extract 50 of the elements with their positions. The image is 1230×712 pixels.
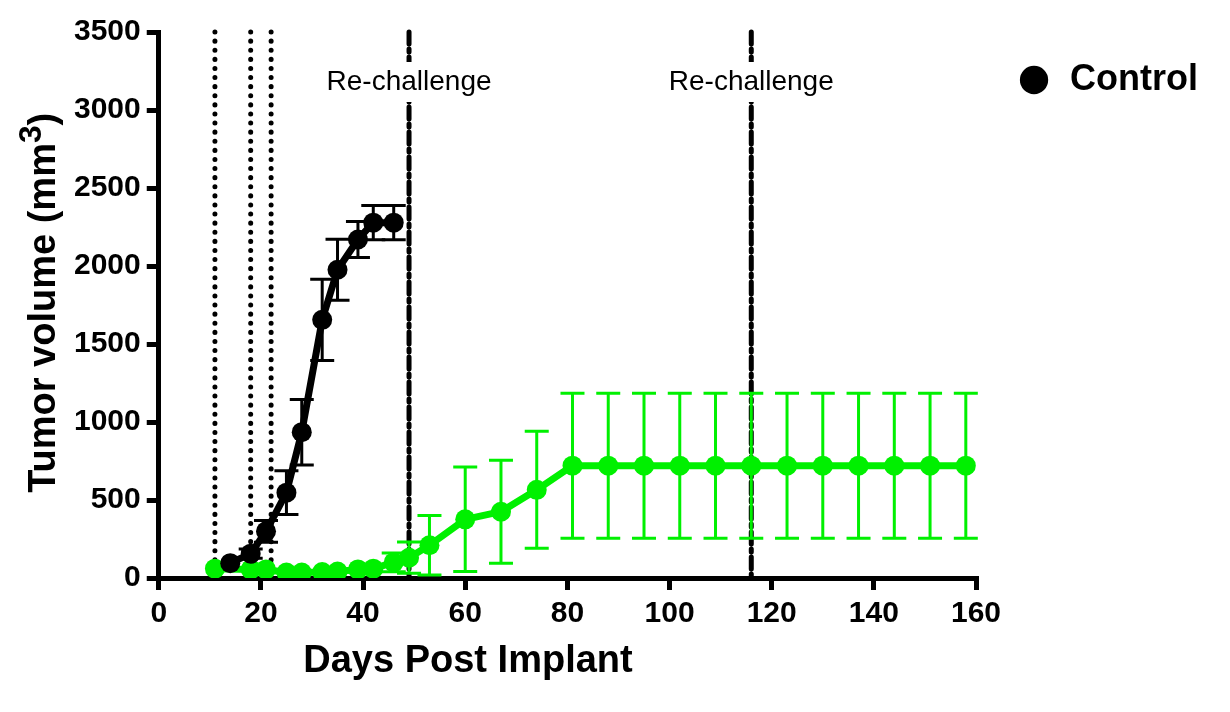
y-tick-label: 0	[124, 559, 141, 593]
point	[240, 543, 261, 564]
point	[634, 455, 655, 476]
y-tick-label: 500	[90, 481, 141, 515]
point	[312, 309, 333, 330]
y-tick-label: 3000	[73, 91, 141, 125]
x-tick-label: 40	[346, 595, 380, 629]
point	[204, 558, 225, 578]
x-axis-title: Days Post Implant	[302, 638, 634, 681]
point	[383, 212, 404, 233]
y-tick-label: 2500	[73, 169, 141, 203]
point	[669, 455, 690, 476]
ref-line-label: Re-challenge	[668, 64, 834, 96]
x-tick-label: 60	[448, 595, 482, 629]
x-tick-label: 120	[746, 595, 797, 629]
x-tick-label: 0	[150, 595, 168, 629]
point	[812, 455, 833, 476]
point	[777, 455, 798, 476]
point	[276, 482, 297, 503]
y-tick-label: 1500	[73, 325, 141, 359]
point	[291, 422, 312, 443]
point	[256, 559, 277, 578]
point	[419, 535, 440, 556]
y-tick-label: 2000	[73, 247, 141, 281]
point	[848, 455, 869, 476]
y-tick-label: 1000	[73, 403, 141, 437]
point	[884, 455, 905, 476]
point	[920, 455, 941, 476]
point	[363, 558, 384, 578]
point	[220, 553, 241, 574]
point	[526, 479, 547, 500]
x-tick-label: 20	[244, 595, 278, 629]
point	[327, 259, 348, 280]
legend-label: Control	[1070, 56, 1198, 98]
y-tick-label: 3500	[73, 13, 141, 47]
x-tick-label: 80	[550, 595, 585, 629]
x-tick-label: 160	[951, 595, 1002, 629]
x-tick-label: 100	[644, 595, 695, 629]
point	[363, 212, 384, 233]
point	[598, 455, 619, 476]
point	[490, 501, 511, 522]
point	[705, 455, 726, 476]
point	[955, 455, 976, 476]
point	[455, 509, 476, 530]
x-tick-label: 140	[848, 595, 899, 629]
point	[562, 455, 583, 476]
point	[347, 229, 368, 250]
ref-line-label: Re-challenge	[326, 64, 492, 96]
point	[399, 547, 420, 568]
point	[741, 455, 762, 476]
